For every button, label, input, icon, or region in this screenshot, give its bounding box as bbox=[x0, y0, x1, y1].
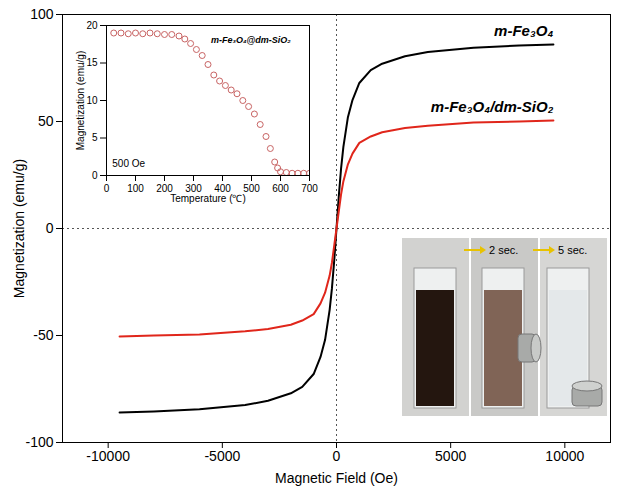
svg-text:0: 0 bbox=[104, 183, 110, 194]
svg-text:Magnetization (emu/g): Magnetization (emu/g) bbox=[11, 159, 27, 298]
svg-text:2 sec.: 2 sec. bbox=[489, 244, 518, 256]
svg-text:0: 0 bbox=[46, 220, 54, 236]
svg-text:10: 10 bbox=[86, 95, 98, 106]
svg-text:20: 20 bbox=[86, 20, 98, 31]
svg-text:100: 100 bbox=[30, 6, 54, 22]
svg-text:10000: 10000 bbox=[545, 448, 584, 464]
svg-text:5000: 5000 bbox=[435, 448, 466, 464]
svg-text:400: 400 bbox=[214, 182, 231, 194]
svg-text:600: 600 bbox=[272, 183, 289, 194]
svg-text:m-Fe₃O₄/dm-SiO₂: m-Fe₃O₄/dm-SiO₂ bbox=[431, 98, 554, 115]
svg-text:Magnetic Field (Oe): Magnetic Field (Oe) bbox=[275, 470, 398, 486]
svg-text:-100: -100 bbox=[25, 434, 53, 450]
svg-text:500 Oe: 500 Oe bbox=[112, 158, 145, 169]
svg-text:Temperature (℃): Temperature (℃) bbox=[170, 193, 246, 204]
svg-text:-50: -50 bbox=[33, 327, 53, 343]
svg-text:100: 100 bbox=[127, 183, 144, 194]
svg-text:m-Fe₃O₄@dm-SiO₂: m-Fe₃O₄@dm-SiO₂ bbox=[211, 35, 291, 45]
svg-text:200: 200 bbox=[156, 182, 173, 194]
svg-text:0: 0 bbox=[92, 170, 98, 181]
svg-text:300: 300 bbox=[185, 182, 202, 194]
svg-text:0: 0 bbox=[333, 448, 341, 464]
svg-text:-10000: -10000 bbox=[86, 448, 130, 464]
svg-text:50: 50 bbox=[38, 113, 54, 129]
svg-text:500: 500 bbox=[243, 182, 260, 194]
svg-text:700: 700 bbox=[301, 183, 318, 194]
svg-text:Magnetization (emu/g): Magnetization (emu/g) bbox=[75, 51, 86, 151]
svg-text:-5000: -5000 bbox=[204, 448, 240, 464]
svg-text:5: 5 bbox=[92, 132, 98, 143]
svg-text:15: 15 bbox=[86, 57, 98, 68]
svg-text:m-Fe₃O₄: m-Fe₃O₄ bbox=[494, 22, 553, 39]
svg-text:5 sec.: 5 sec. bbox=[558, 244, 587, 256]
